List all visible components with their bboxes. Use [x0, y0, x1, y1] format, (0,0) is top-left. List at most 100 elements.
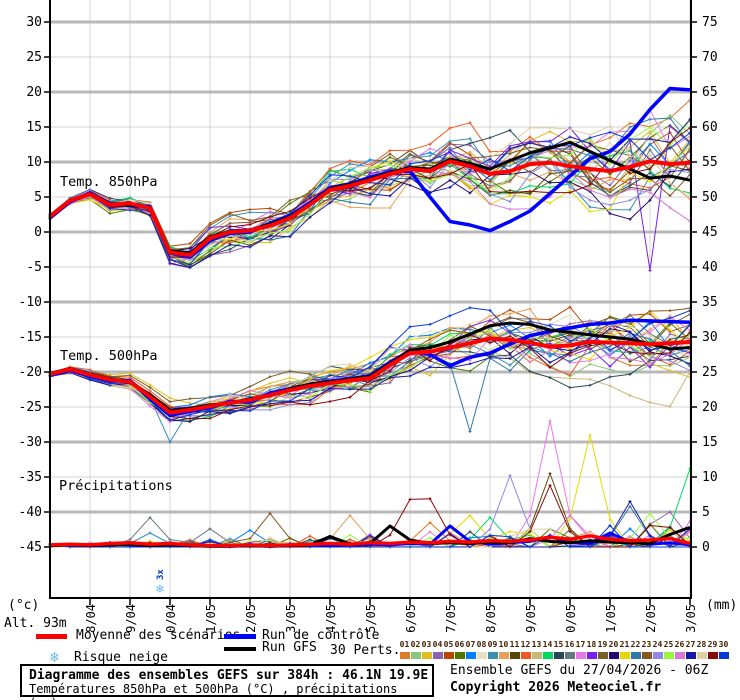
date-label: 08/05: [484, 604, 498, 632]
perturbation-number: 10: [498, 640, 509, 649]
left-tick-label: -5: [26, 260, 42, 275]
perturbation-number: 15: [553, 640, 564, 649]
perturbation-number: 05: [443, 640, 454, 649]
perturbation-number: 17: [575, 640, 586, 649]
left-tick-label: 10: [26, 155, 42, 170]
date-label: 10/05: [564, 604, 578, 632]
perturbation-number: 13: [531, 640, 542, 649]
left-tick-label: -20: [19, 365, 42, 380]
right-tick-label: 55: [702, 155, 718, 170]
perturbation-swatch: [619, 652, 630, 659]
perturbation-number: 11: [509, 640, 520, 649]
perturbation-swatch: [674, 652, 685, 659]
right-tick-label: 35: [702, 295, 718, 310]
perturbation-swatch: [498, 652, 509, 659]
right-tick-label: 25: [702, 365, 718, 380]
series-line: [49, 534, 691, 548]
perturbation-number: 20: [608, 640, 619, 649]
panel-label-precip: Précipitations: [59, 478, 173, 494]
perturbation-number: 03: [421, 640, 432, 649]
perturbation-number: 09: [487, 640, 498, 649]
perturbation-swatch: [399, 652, 410, 659]
perturbation-legend-strip: 01 02 03 04 05 06 07 08 09 10 11 12 13 14 15 16 17 18 19 20…: [399, 640, 729, 659]
perturbation-number: 28: [696, 640, 707, 649]
perturbation-number: 25: [663, 640, 674, 649]
perturbation-swatch: [685, 652, 696, 659]
perturbation-swatch: [630, 652, 641, 659]
date-label: 03/05: [284, 604, 298, 632]
perturbation-swatch: [707, 652, 718, 659]
date-label: 09/05: [524, 604, 538, 632]
left-tick-label: -10: [19, 295, 42, 310]
run-info: Ensemble GEFS du 27/04/2026 - 06Z: [450, 663, 709, 678]
legend-control-label: Run de contrôle: [262, 628, 380, 643]
right-tick-label: 5: [702, 505, 710, 520]
perturbation-number: 07: [465, 640, 476, 649]
date-label: 06/05: [404, 604, 418, 632]
altitude-label: Alt. 93m: [4, 616, 67, 631]
right-tick-label: 10: [702, 470, 718, 485]
series-line: [49, 336, 691, 415]
perturbation-swatch: [718, 652, 729, 659]
perturbation-number: 02: [410, 640, 421, 649]
left-tick-label: 15: [26, 120, 42, 135]
perturbation-number: 01: [399, 640, 410, 649]
perturbation-swatch: [586, 652, 597, 659]
perturbation-swatch: [465, 652, 476, 659]
right-tick-label: 65: [702, 85, 718, 100]
perturbation-swatches: [399, 652, 729, 659]
left-tick-label: -35: [19, 470, 42, 485]
left-tick-label: 5: [34, 190, 42, 205]
perturbation-number: 22: [630, 640, 641, 649]
perturbation-swatch: [421, 652, 432, 659]
snow-risk-count: 3x: [156, 569, 166, 580]
right-tick-label: 50: [702, 190, 718, 205]
right-tick-label: 60: [702, 120, 718, 135]
perturbation-number: 19: [597, 640, 608, 649]
perturbation-swatch: [520, 652, 531, 659]
perturbation-number: 08: [476, 640, 487, 649]
legend-snow-label: Risque neige: [74, 650, 168, 665]
left-tick-label: -40: [19, 505, 42, 520]
right-tick-label: 40: [702, 260, 718, 275]
date-label: 01/05: [204, 604, 218, 632]
perturbation-number: 24: [652, 640, 663, 649]
left-axis-unit-label: (°c): [8, 598, 40, 613]
left-tick-label: -30: [19, 435, 42, 450]
date-label: 29/04: [124, 604, 138, 632]
perturbation-swatch: [509, 652, 520, 659]
left-tick-label: 30: [26, 15, 42, 30]
perturbation-numbers: 01 02 03 04 05 06 07 08 09 10 11 12 13 14 15 16 17 18 19 20…: [399, 640, 729, 649]
left-tick-label: -15: [19, 330, 42, 345]
control-line-swatch: [224, 634, 256, 639]
perturbation-swatch: [663, 652, 674, 659]
right-tick-label: 0: [702, 540, 710, 555]
perturbation-number: 27: [685, 640, 696, 649]
gfs-line-swatch: [224, 647, 256, 651]
date-label: 28/04: [84, 604, 98, 632]
perturbation-number: 30: [718, 640, 729, 649]
perturbation-swatch: [432, 652, 443, 659]
right-axis-unit-label: (mm): [706, 598, 738, 613]
legend-gfs-label: Run GFS: [262, 640, 317, 655]
left-tick-label: 0: [34, 225, 42, 240]
perturbation-number: 26: [674, 640, 685, 649]
perturbation-swatch: [575, 652, 586, 659]
left-tick-label: 25: [26, 50, 42, 65]
perturbation-swatch: [597, 652, 608, 659]
copyright: Copyright 2026 Meteociel.fr: [450, 680, 662, 695]
perturbation-swatch: [410, 652, 421, 659]
series-line: [48, 159, 691, 258]
perturbation-swatch: [641, 652, 652, 659]
perturbation-swatch: [531, 652, 542, 659]
right-tick-label: 70: [702, 50, 718, 65]
perturbation-number: 16: [564, 640, 575, 649]
perturbation-number: 29: [707, 640, 718, 649]
perturbation-number: 14: [542, 640, 553, 649]
right-tick-label: 15: [702, 435, 718, 450]
perturbation-number: 04: [432, 640, 443, 649]
date-label: 04/05: [324, 604, 338, 632]
left-tick-label: 20: [26, 85, 42, 100]
date-label: 13/05: [684, 604, 698, 632]
